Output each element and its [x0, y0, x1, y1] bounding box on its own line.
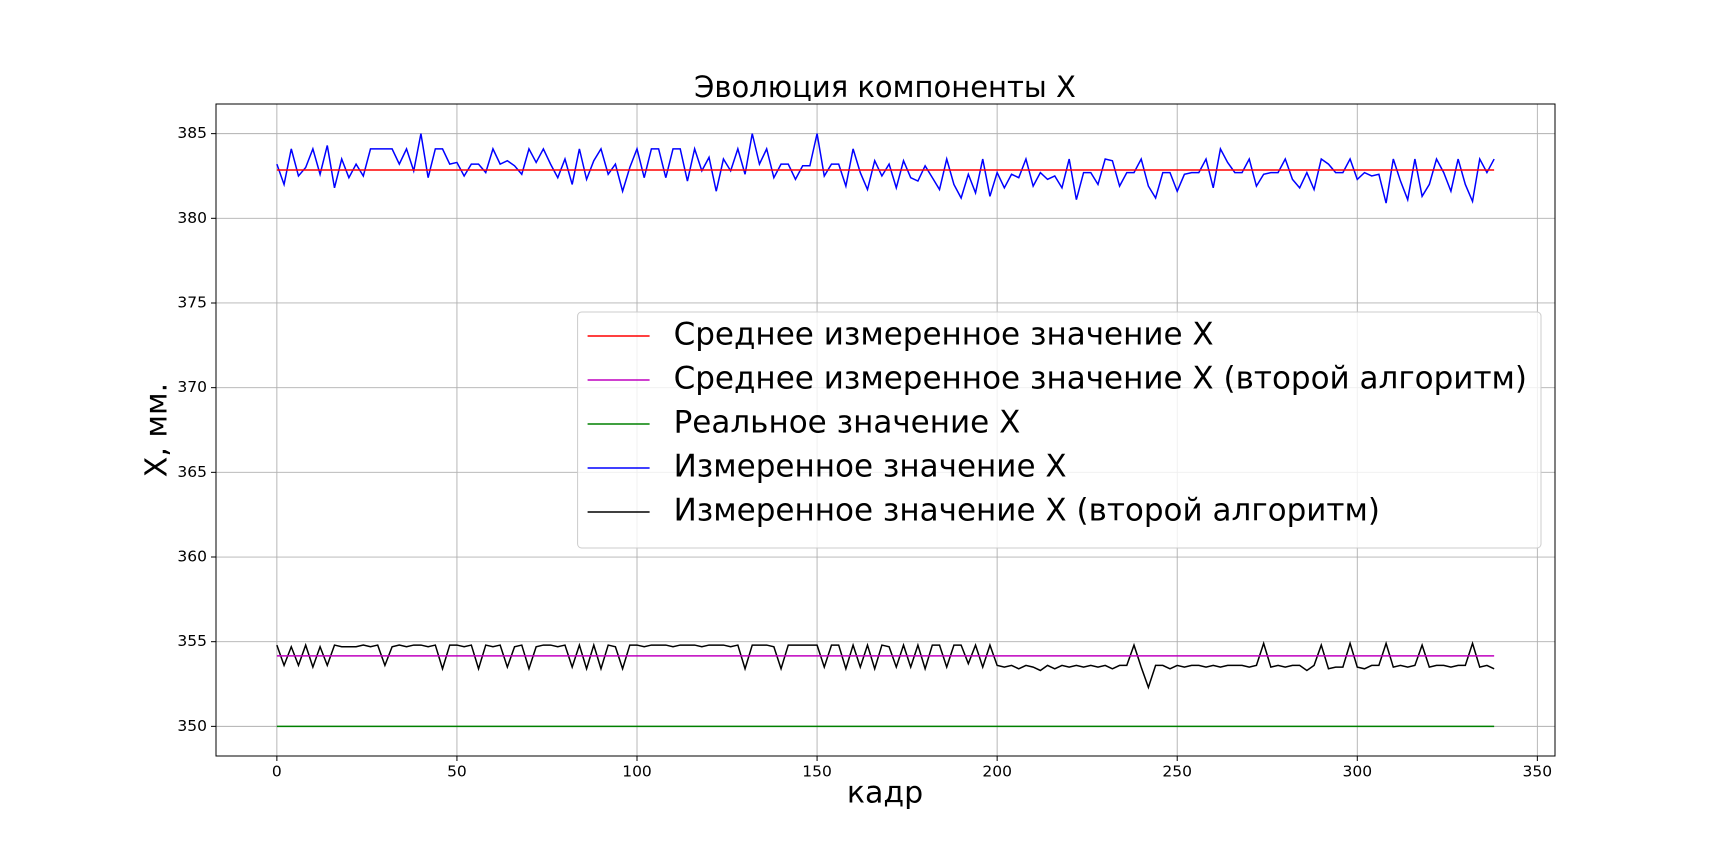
x-tick-label: 50 [447, 763, 467, 781]
series-line [276, 133, 1495, 205]
legend-label: Среднее измеренное значение X [674, 317, 1214, 353]
x-tick-label: 250 [1162, 763, 1192, 781]
x-axis-label: кадр [847, 776, 923, 811]
y-tick-label: 350 [177, 717, 207, 735]
y-tick-label: 375 [177, 293, 207, 311]
x-tick-label: 350 [1523, 763, 1553, 781]
chart-title: Эволюция компоненты X [694, 70, 1076, 104]
legend-label: Измеренное значение X [674, 449, 1067, 485]
x-tick-label: 200 [982, 763, 1012, 781]
y-tick-label: 365 [177, 463, 207, 481]
y-tick-label: 380 [177, 209, 207, 227]
y-axis-label: X, мм. [140, 383, 175, 477]
x-tick-label: 150 [802, 763, 832, 781]
legend-label: Реальное значение X [674, 405, 1021, 441]
y-tick-label: 370 [177, 378, 207, 396]
x-tick-label: 300 [1342, 763, 1372, 781]
plot-frame [215, 103, 1556, 757]
legend-box [577, 311, 1542, 549]
y-tick-label: 385 [177, 124, 207, 142]
y-tick-label: 355 [177, 632, 207, 650]
legend: Среднее измеренное значение X Среднее изм… [577, 311, 1542, 549]
series-line [276, 640, 1495, 690]
legend-label: Измеренное значение X (второй алгоритм) [674, 493, 1380, 529]
y-tick-label: 360 [177, 548, 207, 566]
x-tick-label: 100 [622, 763, 652, 781]
legend-label: Среднее измеренное значение X (второй ал… [674, 361, 1527, 397]
x-tick-label: 0 [272, 763, 282, 781]
